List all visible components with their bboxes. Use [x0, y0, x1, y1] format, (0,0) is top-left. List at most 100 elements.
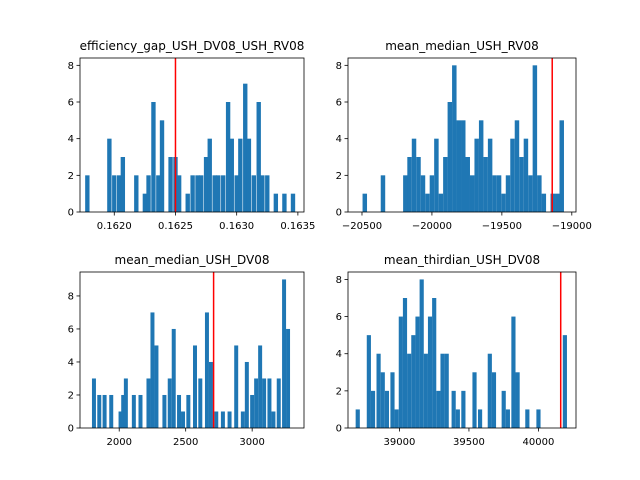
y-tick-label: 0: [336, 424, 342, 435]
histogram-bar: [254, 378, 259, 428]
histogram-bar: [478, 120, 484, 212]
histogram-bar: [162, 394, 167, 428]
histogram-bar: [355, 409, 360, 428]
axes-frame: [79, 57, 305, 213]
histogram-bar: [536, 409, 541, 428]
histogram-bar: [419, 279, 424, 428]
histogram-bar: [366, 335, 371, 428]
histogram-bar: [472, 372, 477, 428]
y-tick-label: 8: [68, 291, 74, 302]
histogram-bar: [190, 175, 195, 212]
x-tick-label: 0.1625: [158, 221, 193, 232]
histogram-bar: [251, 175, 256, 212]
histogram-bar: [376, 353, 381, 428]
histogram-bar: [451, 390, 456, 428]
histogram-bar: [177, 394, 182, 428]
histogram-bar: [186, 394, 191, 428]
histogram-bar: [425, 193, 430, 212]
histogram-bar: [501, 390, 506, 428]
panel-title: mean_thirdian_USH_DV08: [384, 253, 540, 267]
x-tick-label: 40000: [523, 437, 555, 448]
y-tick-label: 0: [336, 208, 342, 219]
histogram-bar: [142, 193, 148, 212]
histogram-bar: [159, 120, 165, 212]
y-tick-label: 6: [336, 312, 342, 323]
histogram-bar: [523, 138, 529, 212]
histogram-bar: [434, 138, 439, 212]
histogram-bar: [562, 335, 567, 428]
y-tick-label: 0: [68, 208, 74, 219]
histogram-bar: [229, 138, 234, 212]
histogram-bar: [256, 102, 261, 212]
histogram-bar: [238, 138, 243, 212]
histogram-bar: [91, 378, 96, 428]
histogram-bar: [496, 175, 502, 212]
y-tick-label: 2: [336, 171, 342, 182]
histogram-bar: [505, 409, 510, 428]
histogram-bar: [107, 138, 112, 212]
y-tick-label: 2: [68, 171, 74, 182]
histogram-bar: [262, 378, 267, 428]
histogram-bar: [440, 353, 445, 428]
panel-efficiency-gap: efficiency_gap_USH_DV08_USH_RV08 0.1620 0…: [68, 39, 316, 232]
histogram-bar: [438, 193, 444, 212]
histogram-bar: [214, 411, 219, 428]
histogram-bar: [276, 378, 281, 428]
histogram-bar: [465, 157, 470, 212]
histogram-bar: [118, 411, 123, 428]
histogram-bar: [208, 361, 213, 428]
histogram-bar: [555, 193, 560, 212]
histogram-bar: [112, 175, 117, 212]
histogram-bar: [138, 394, 143, 428]
histogram-bar: [432, 298, 437, 428]
histogram-bar: [212, 175, 217, 212]
panel-title: efficiency_gap_USH_DV08_USH_RV08: [80, 39, 305, 53]
histogram-bar: [207, 138, 212, 212]
histogram-bar: [420, 175, 426, 212]
histogram-bar: [185, 193, 190, 212]
histogram-bar: [167, 378, 172, 428]
y-tick-label: 8: [336, 61, 342, 72]
panel-mean-thirdian-dv08: mean_thirdian_USH_DV08 39000 39500 40000 0 2…: [336, 253, 577, 448]
panel-mean-median-dv08: mean_median_USH_DV08 2000 2500 3000 0 2 4 6 8: [68, 253, 305, 448]
histogram-bar: [384, 390, 390, 428]
histogram-bar: [429, 175, 435, 212]
x-tick-label: 39000: [384, 437, 416, 448]
histogram-bar: [221, 175, 226, 212]
histogram-bar: [97, 394, 102, 428]
y-tick-label: 4: [68, 134, 74, 145]
histogram-bar: [234, 175, 239, 212]
histogram-bar: [519, 157, 524, 212]
histogram-bar: [394, 409, 399, 428]
histogram-bar: [243, 83, 248, 212]
histogram-bar: [416, 157, 421, 212]
histogram-bar: [220, 411, 225, 428]
histogram-bar: [282, 193, 287, 212]
histogram-bar: [398, 316, 403, 428]
histogram-bar: [246, 138, 252, 212]
histogram-bar: [559, 120, 564, 212]
histogram-bar: [150, 312, 155, 428]
axes-frame: [347, 271, 577, 429]
histogram-bar: [116, 175, 122, 212]
histogram-bar: [204, 312, 209, 428]
histogram-bar: [423, 353, 428, 428]
histogram-bar: [501, 193, 506, 212]
histogram-bar: [537, 175, 542, 212]
histogram-bar: [380, 175, 386, 212]
histogram-bar: [225, 102, 231, 212]
histogram-bar: [203, 157, 209, 212]
histogram-bar: [380, 372, 385, 428]
histogram-bar: [273, 193, 279, 212]
x-tick-label: −20000: [412, 221, 452, 232]
histogram-bar: [156, 175, 161, 212]
histogram-bar: [370, 390, 376, 428]
histogram-bar: [362, 193, 368, 212]
histogram-bar: [469, 175, 475, 212]
panel-title: mean_median_USH_DV08: [115, 253, 270, 267]
histogram-bar: [511, 316, 516, 428]
histogram-bar: [492, 175, 497, 212]
y-tick-label: 4: [68, 357, 74, 368]
histogram-bar: [510, 138, 515, 212]
x-tick-label: −20500: [342, 221, 382, 232]
